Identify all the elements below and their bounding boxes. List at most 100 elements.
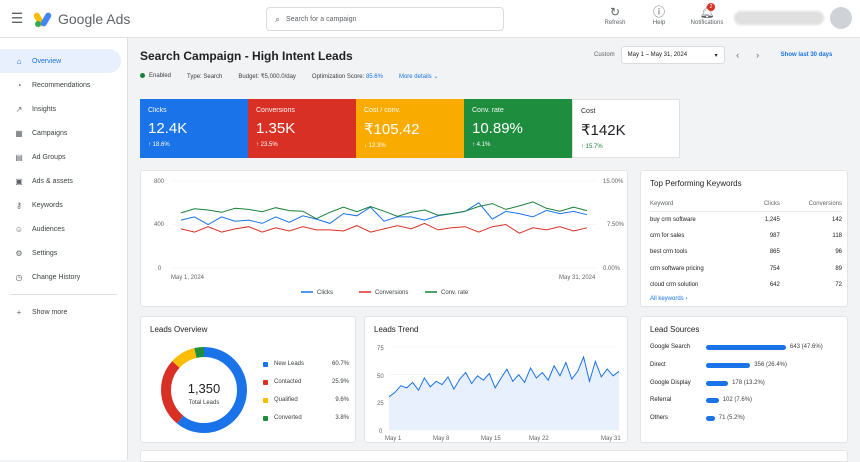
lead-source-bar <box>706 344 786 350</box>
legend-swatch <box>263 415 268 421</box>
metric-cards: Clicks 12.4K ↑ 18.6% Conversions 1.35K ↑… <box>140 99 680 158</box>
dropdown-icon: ▾ <box>714 52 718 59</box>
donut-slice-converted <box>161 347 247 433</box>
series-line-conversions <box>180 222 588 234</box>
search-icon: ⌕ <box>275 13 281 24</box>
y-tick: 75 <box>377 346 384 352</box>
google-ads-logo-icon <box>32 11 53 27</box>
history-icon: ◷ <box>15 272 23 282</box>
leads-overview-card: Leads Overview 1,350 Total Leads New Lea… <box>140 316 356 443</box>
leads-overview-title: Leads Overview <box>150 325 208 334</box>
x-tick: May 22 <box>529 436 549 442</box>
lead-source-row: Others 71 (5.2%) <box>650 415 745 421</box>
legend-swatch <box>263 379 268 385</box>
sidebar-show-more[interactable]: + Show more <box>0 300 121 324</box>
search-input[interactable]: ⌕ Search for a campaign <box>266 7 504 31</box>
sidebar-item-keywords[interactable]: ⚷ Keywords <box>0 193 121 217</box>
lightbulb-icon: ◔ <box>16 80 22 90</box>
notifications-button[interactable]: 🔔︎ 2 Notifications <box>688 3 726 26</box>
series-line-clicks <box>180 202 588 226</box>
table-row[interactable]: cloud crm solution 642 72 <box>650 282 842 289</box>
legend-clicks[interactable]: Clicks <box>317 290 333 296</box>
legend-swatch <box>263 361 268 367</box>
legend-item: Contacted 25.9% <box>263 373 349 391</box>
legend-conversions[interactable]: Conversions <box>375 290 408 296</box>
performance-chart-card: 800 400 0 15.00% 7.50% 0.00% May 1, 2024… <box>140 170 628 307</box>
sidebar-item-audiences[interactable]: ☺ Audiences <box>14 224 65 234</box>
menu-icon[interactable]: ☰ <box>10 10 24 26</box>
refresh-icon: ↻ <box>609 5 621 19</box>
optimization-score: Optimization Score: 85.6% <box>311 73 383 80</box>
metric-card-cost[interactable]: Cost ₹142K ↑ 15.7% <box>572 99 680 158</box>
sidebar-item-insights[interactable]: ↗ Insights <box>15 104 57 114</box>
legend-swatch <box>263 397 268 403</box>
lead-source-row: Direct 356 (26.4%) <box>650 362 787 368</box>
sidebar-item-change-history[interactable]: ◷ Change History <box>15 272 81 282</box>
legend-item: New Leads 60.7% <box>263 355 349 373</box>
campaign-type: Type: Search <box>187 73 223 80</box>
show-last-30-days-link[interactable]: Show last 30 days <box>780 52 833 58</box>
refresh-button[interactable]: ↻ Refresh <box>600 4 630 26</box>
y-left-tick: 800 <box>154 179 165 185</box>
sidebar-item-recommendations[interactable]: ◔ Recommendations <box>0 73 121 97</box>
leads-donut-chart: 1,350 Total Leads <box>161 347 247 433</box>
x-tick: May 8 <box>433 436 450 442</box>
x-tick: May 31 <box>601 436 621 442</box>
sidebar-item-campaigns[interactable]: ▦ Campaigns <box>15 128 68 138</box>
x-tick: May 15 <box>481 436 501 442</box>
table-row[interactable]: crm software pricing 754 89 <box>650 265 842 272</box>
trend-line <box>388 355 620 398</box>
table-row[interactable]: best crm tools 865 96 <box>650 249 842 256</box>
all-keywords-link[interactable]: All keywords › <box>650 296 688 302</box>
status-dot-icon <box>140 73 145 79</box>
sidebar-divider <box>10 294 117 295</box>
metric-card-clicks[interactable]: Clicks 12.4K ↑ 18.6% <box>140 99 248 158</box>
page-title: Search Campaign - High Intent Leads <box>140 49 353 63</box>
table-row[interactable]: buy crm software 1,245 142 <box>650 216 842 223</box>
metric-card-cost-per-conv[interactable]: Cost / conv. ₹105.42 ↓ 12.3% <box>356 99 464 158</box>
more-details-link[interactable]: More details ⌄ <box>398 74 439 80</box>
sidebar: ⌂ Overview ◔ Recommendations ↗ Insights ▦ Ca… <box>0 38 128 460</box>
donut-center-label: Total Leads <box>189 400 220 406</box>
column-header-conversions[interactable]: Conversions <box>779 197 842 212</box>
metric-card-conv-rate[interactable]: Conv. rate 10.89% ↑ 4.1% <box>464 99 572 158</box>
notification-badge: 2 <box>707 3 715 11</box>
audience-icon: ☺ <box>14 224 24 234</box>
leads-legend: New Leads 60.7% Contacted 25.9% Qualified 9… <box>263 355 349 427</box>
performance-line-chart: 800 400 0 15.00% 7.50% 0.00% May 1, 2024… <box>154 179 625 296</box>
table-row[interactable]: crm for sales 987 118 <box>650 232 842 239</box>
sidebar-item-settings[interactable]: ⚙ Settings <box>15 248 58 258</box>
y-tick: 50 <box>377 374 384 380</box>
lead-source-bar <box>706 362 751 368</box>
column-header-keyword[interactable]: Keyword <box>650 197 751 212</box>
next-date-button[interactable]: › <box>756 50 760 60</box>
y-right-tick: 15.00% <box>603 179 624 185</box>
sidebar-item-ads-assets[interactable]: ▣ Ads & assets <box>15 176 73 186</box>
metric-card-conversions[interactable]: Conversions 1.35K ↑ 23.5% <box>248 99 356 158</box>
y-right-tick: 0.00% <box>603 266 621 272</box>
top-bar: ☰ Google Ads ⌕ Search for a campaign ↻ R… <box>0 0 860 38</box>
logo[interactable]: Google Ads <box>32 11 130 27</box>
help-label: Help <box>652 20 666 26</box>
x-tick-start: May 1, 2024 <box>171 275 205 281</box>
account-name[interactable] <box>734 11 824 25</box>
campaign-status-row: Enabled Type: Search Budget: ₹5,000.0/da… <box>140 73 438 80</box>
legend-conv-rate[interactable]: Conv. rate <box>441 290 469 296</box>
donut-center-value: 1,350 <box>188 381 221 396</box>
column-header-clicks[interactable]: Clicks <box>750 197 780 212</box>
leads-trend-card: Leads Trend 75 50 25 0 May 1 May 8 May 1… <box>364 316 628 443</box>
lead-source-bar <box>706 397 719 403</box>
series-line-conv-rate <box>180 201 588 220</box>
avatar[interactable] <box>830 7 852 29</box>
sidebar-item-ad-groups[interactable]: ▤ Ad Groups <box>15 152 66 162</box>
next-section-card <box>140 450 848 462</box>
sidebar-item-overview[interactable]: ⌂ Overview <box>0 49 121 73</box>
keywords-title: Top Performing Keywords <box>650 179 742 188</box>
prev-date-button[interactable]: ‹ <box>736 50 740 60</box>
date-range-select[interactable]: May 1 – May 31, 2024 ▾ <box>620 46 725 64</box>
plus-icon: + <box>16 307 22 317</box>
help-button[interactable]: ⓘ Help <box>644 4 674 26</box>
trend-area <box>389 357 619 430</box>
legend-item: Qualified 9.6% <box>263 391 349 409</box>
status-badge: Enabled <box>140 73 171 80</box>
